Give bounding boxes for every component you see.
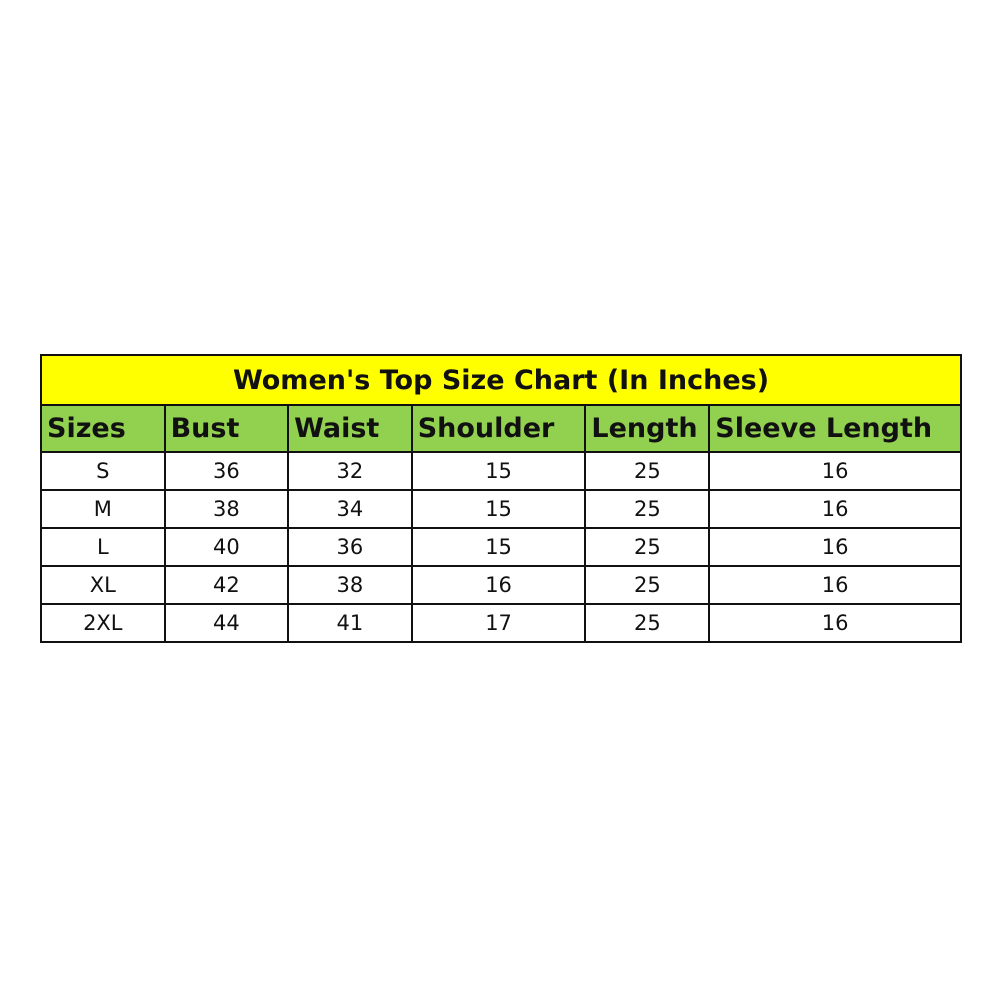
column-header: Sizes: [40, 404, 166, 453]
table-row: XL 42 38 16 25 16: [40, 565, 962, 605]
table-cell: 36: [163, 451, 290, 491]
table-cell: 41: [287, 603, 413, 643]
table-cell: 16: [708, 527, 962, 567]
header-row: Sizes Bust Waist Shoulder Length Sleeve Lengt…: [40, 404, 962, 453]
table-cell: M: [40, 489, 166, 529]
table-title: Women's Top Size Chart (In Inches): [40, 354, 962, 406]
table-cell: 15: [410, 527, 587, 567]
table-cell: 25: [584, 565, 711, 605]
table-cell: S: [40, 451, 166, 491]
table-cell: 25: [584, 603, 711, 643]
table-cell: 17: [410, 603, 587, 643]
table-cell: 15: [410, 451, 587, 491]
column-header: Sleeve Length: [708, 404, 962, 453]
table-cell: 16: [708, 489, 962, 529]
table-cell: 34: [287, 489, 413, 529]
column-header: Shoulder: [410, 404, 587, 453]
table-cell: 15: [410, 489, 587, 529]
table-cell: XL: [40, 565, 166, 605]
table-row: 2XL 44 41 17 25 16: [40, 603, 962, 643]
table-cell: 16: [410, 565, 587, 605]
table-cell: 16: [708, 565, 962, 605]
table-cell: 25: [584, 527, 711, 567]
table-cell: 42: [163, 565, 290, 605]
table-cell: 32: [287, 451, 413, 491]
size-chart-table: Women's Top Size Chart (In Inches) Sizes…: [40, 354, 962, 643]
table-cell: 38: [287, 565, 413, 605]
table-cell: 25: [584, 451, 711, 491]
column-header: Waist: [287, 404, 413, 453]
column-header: Bust: [163, 404, 290, 453]
table-cell: 2XL: [40, 603, 166, 643]
table-cell: 36: [287, 527, 413, 567]
table-row: S 36 32 15 25 16: [40, 451, 962, 491]
table-cell: 38: [163, 489, 290, 529]
table-row: M 38 34 15 25 16: [40, 489, 962, 529]
column-header: Length: [584, 404, 711, 453]
table-cell: 40: [163, 527, 290, 567]
table-cell: 44: [163, 603, 290, 643]
table-cell: 16: [708, 603, 962, 643]
table-cell: 16: [708, 451, 962, 491]
table-row: L 40 36 15 25 16: [40, 527, 962, 567]
table-cell: 25: [584, 489, 711, 529]
table-cell: L: [40, 527, 166, 567]
